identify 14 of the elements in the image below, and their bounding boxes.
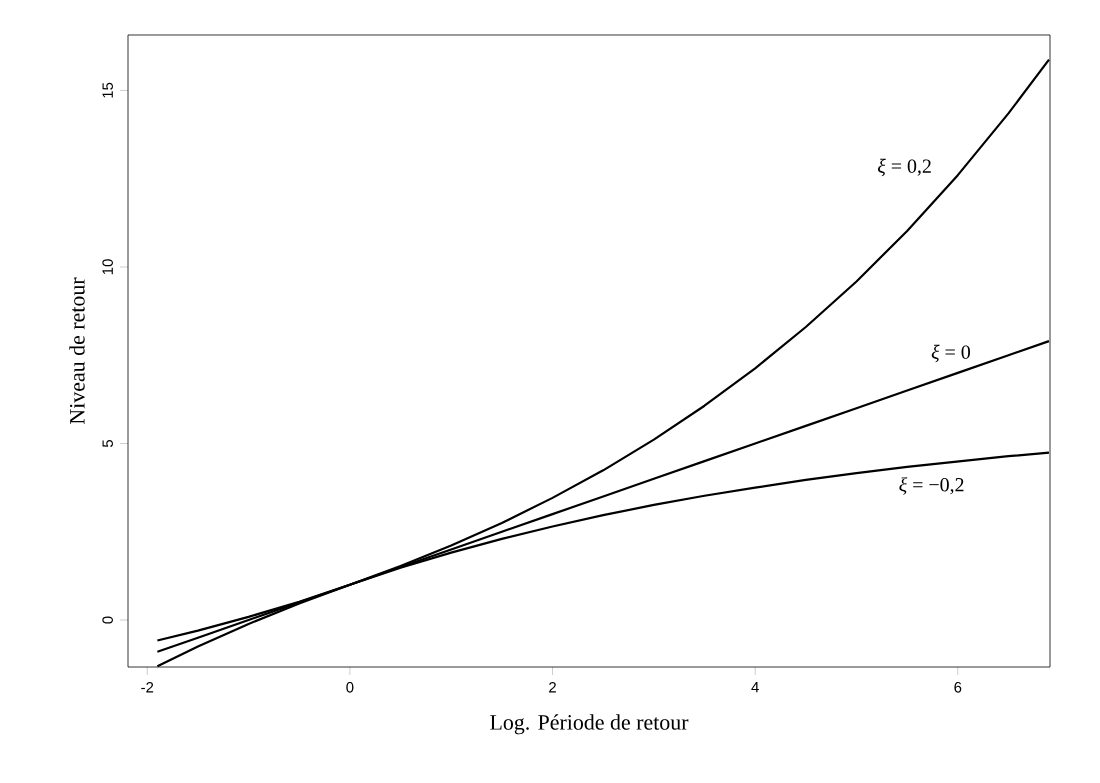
- y-tick-label: 15: [102, 82, 113, 98]
- y-tick-label: 5: [102, 439, 113, 448]
- x-tick-label: 6: [954, 682, 962, 693]
- x-tick-label: 2: [549, 682, 556, 693]
- series-label: ξ = 0: [931, 344, 971, 363]
- series-label: ξ = 0,2: [877, 158, 931, 177]
- x-axis-title: Log. Période de retour: [490, 714, 689, 735]
- x-tick-label: 4: [751, 682, 759, 693]
- series-label: ξ = −0,2: [899, 477, 964, 495]
- y-tick-label: 0: [102, 616, 113, 624]
- x-tick-label: 0: [346, 682, 354, 693]
- x-tick-label: -2: [141, 682, 154, 693]
- y-axis-title: Niveau de retour: [69, 277, 85, 425]
- y-tick-label: 10: [102, 259, 113, 275]
